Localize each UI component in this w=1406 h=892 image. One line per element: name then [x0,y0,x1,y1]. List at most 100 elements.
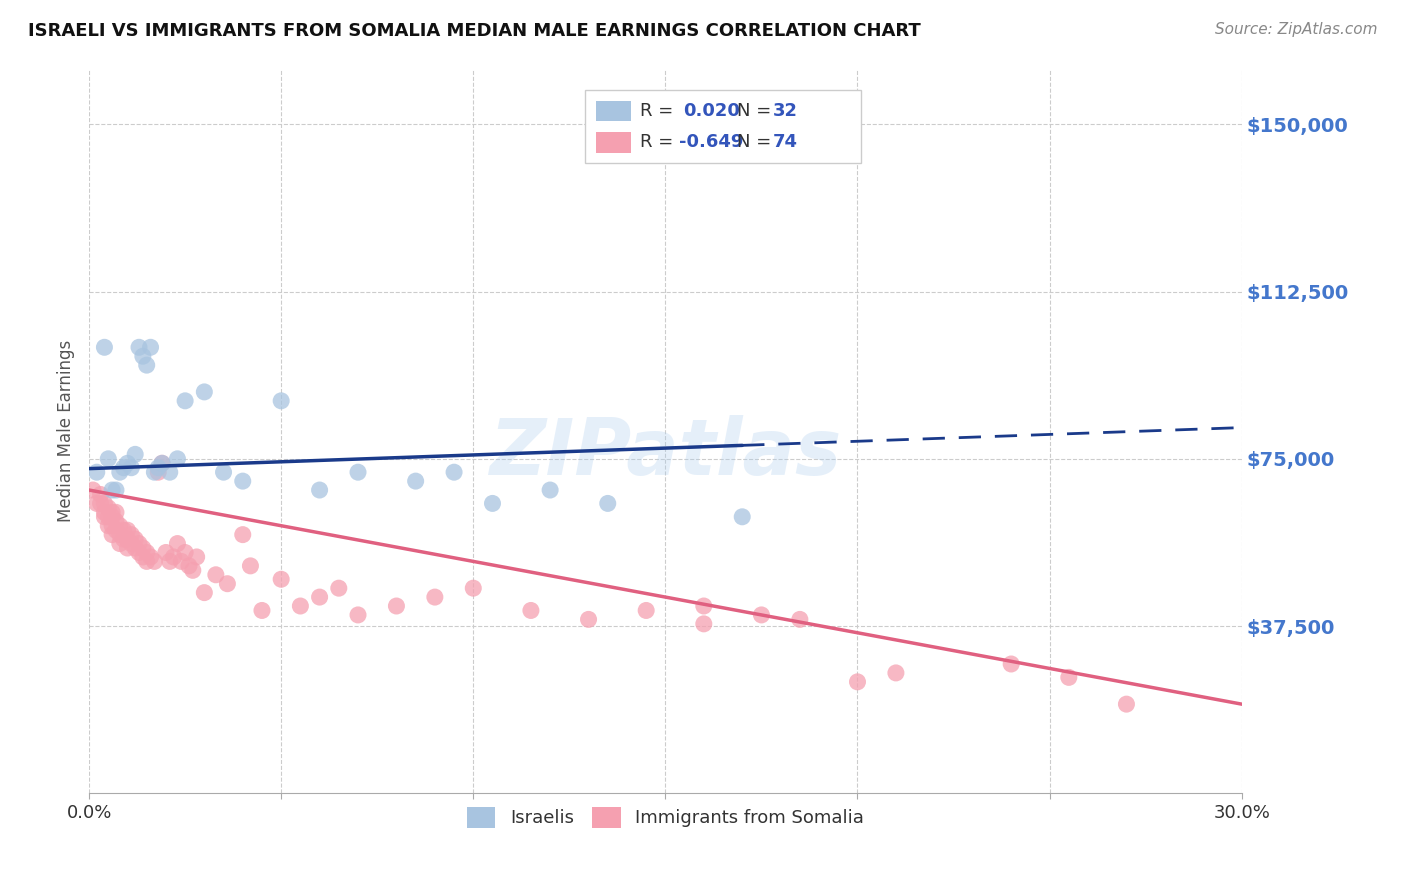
Legend: Israelis, Immigrants from Somalia: Israelis, Immigrants from Somalia [460,800,872,835]
Point [232,527,254,541]
Point [232,474,254,488]
Point [155,545,177,559]
Point [347,607,370,622]
Point [193,585,215,599]
Point [148,460,170,475]
Point [250,603,273,617]
Text: 32: 32 [772,103,797,120]
Point [97,451,120,466]
Point [143,554,166,568]
Text: N =: N = [737,134,770,152]
Text: 0.020: 0.020 [683,103,740,120]
Point [90,496,112,510]
Point [112,523,135,537]
FancyBboxPatch shape [585,90,862,162]
Point [108,536,131,550]
Point [124,541,146,555]
Point [90,487,112,501]
Point [385,599,408,613]
Point [217,576,239,591]
Point [693,616,716,631]
Point [128,536,150,550]
Point [177,558,200,573]
Point [117,456,139,470]
Point [578,612,600,626]
Y-axis label: Median Male Earnings: Median Male Earnings [58,340,75,522]
Point [135,554,157,568]
Point [86,465,108,479]
Point [112,460,135,475]
Point [290,599,312,613]
Point [636,603,658,617]
Text: Source: ZipAtlas.com: Source: ZipAtlas.com [1215,22,1378,37]
Point [693,599,716,613]
Point [150,456,173,470]
Point [97,500,120,515]
Point [1057,670,1080,684]
Point [162,549,184,564]
Point [751,607,773,622]
Point [159,554,181,568]
Point [170,554,193,568]
Point [93,505,115,519]
Point [124,447,146,461]
Point [884,665,907,680]
Point [101,509,124,524]
Point [1000,657,1022,671]
Point [124,532,146,546]
Point [108,465,131,479]
Point [117,541,139,555]
Text: ZIPatlas: ZIPatlas [489,415,842,491]
Point [104,505,127,519]
Point [120,527,142,541]
Point [135,358,157,372]
Point [117,532,139,546]
Point [423,590,446,604]
Text: R =: R = [640,134,679,152]
Point [405,474,427,488]
Point [104,523,127,537]
Point [132,349,155,363]
Point [108,527,131,541]
Point [166,536,188,550]
Text: 74: 74 [772,134,797,152]
Point [159,465,181,479]
Point [132,541,155,555]
Point [538,483,561,497]
Text: -0.649: -0.649 [679,134,744,152]
Point [93,496,115,510]
Point [148,465,170,479]
Point [463,581,485,595]
Point [174,393,197,408]
Point [93,340,115,354]
Point [193,384,215,399]
Point [212,465,235,479]
Point [128,545,150,559]
Point [143,465,166,479]
Point [93,509,115,524]
Text: R =: R = [640,103,679,120]
Point [120,536,142,550]
Point [101,518,124,533]
Point [789,612,811,626]
Point [97,518,120,533]
Point [205,567,228,582]
Point [101,483,124,497]
Point [328,581,350,595]
Point [117,523,139,537]
Point [186,549,208,564]
Point [128,340,150,354]
Point [120,460,142,475]
Point [101,527,124,541]
FancyBboxPatch shape [596,132,631,153]
Point [135,545,157,559]
Point [308,483,330,497]
Point [150,456,173,470]
Point [166,451,188,466]
Point [239,558,262,573]
Point [181,563,204,577]
Point [520,603,543,617]
Point [174,545,197,559]
Point [108,518,131,533]
Point [139,549,162,564]
